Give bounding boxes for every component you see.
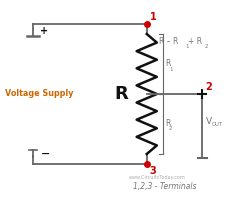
Text: 2: 2 [168,127,172,132]
Text: R: R [165,119,170,129]
Text: 1: 1 [149,12,156,22]
Text: V: V [205,117,211,127]
Text: −: − [40,149,50,159]
Text: 1: 1 [185,44,188,49]
Text: +: + [40,26,48,36]
Text: 2: 2 [204,44,207,49]
Text: 2: 2 [205,82,211,92]
Text: + R: + R [188,38,202,46]
Text: 3: 3 [149,166,156,176]
Text: www.CircuitsToday.com: www.CircuitsToday.com [128,174,184,180]
Text: R: R [165,60,170,68]
Text: R: R [114,85,128,103]
Text: 1: 1 [168,67,172,72]
Text: R – R: R – R [159,38,178,46]
Text: OUT: OUT [211,122,222,128]
Text: 1,2,3 - Terminals: 1,2,3 - Terminals [132,182,195,192]
Text: Voltage Supply: Voltage Supply [5,90,73,98]
